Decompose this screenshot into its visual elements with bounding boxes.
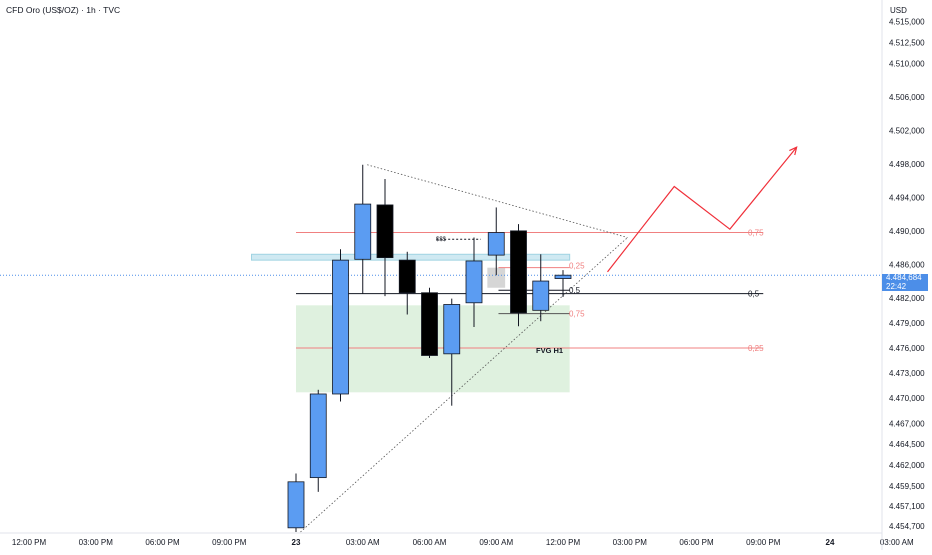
x-tick-label-4: 23 (292, 538, 301, 547)
y-tick-label-9: 4.482,000 (889, 294, 925, 303)
y-tick-label-16: 4.462,000 (889, 461, 925, 470)
symbol-title[interactable]: CFD Oro (US$/OZ) · 1h · TVC (6, 5, 121, 15)
fib-label-075: 0,75 (748, 229, 764, 238)
projection-arrowhead (789, 146, 798, 156)
candles-layer (287, 164, 572, 532)
x-tick-label-12: 24 (826, 538, 835, 547)
candle-body-2 (332, 259, 349, 395)
candle-body-0 (287, 481, 305, 529)
y-tick-label-19: 4.454,700 (889, 522, 925, 531)
y-tick-label-15: 4.464,500 (889, 440, 925, 449)
y-tick-label-5: 4.498,000 (889, 160, 925, 169)
fib-small-label-075: 0,75 (569, 310, 585, 319)
y-tick-label-11: 4.476,000 (889, 344, 925, 353)
candle-body-1 (309, 393, 327, 479)
y-tick-label-0: 4.515,000 (889, 18, 925, 27)
candle-body-12 (554, 274, 572, 279)
y-tick-label-10: 4.479,000 (889, 319, 925, 328)
candle-body-8 (465, 260, 483, 304)
x-tick-label-0: 12:00 PM (12, 538, 47, 547)
y-tick-label-6: 4.494,000 (889, 193, 925, 202)
y-tick-label-4: 4.502,000 (889, 126, 925, 135)
x-tick-label-1: 03:00 PM (79, 538, 114, 547)
candle-body-3 (354, 203, 372, 260)
candle-body-4 (376, 204, 394, 259)
bar-countdown: 22:42 (886, 281, 907, 291)
y-tick-label-17: 4.459,500 (889, 482, 925, 491)
candle-body-9 (487, 232, 505, 256)
candle-body-5 (398, 259, 416, 294)
retest-box (487, 267, 506, 288)
drawings-layer (0, 146, 882, 533)
fvg-label: FVG H1 (536, 346, 563, 355)
fib-small-label-05: 0,5 (569, 286, 581, 295)
y-tick-label-2: 4.510,000 (889, 60, 925, 69)
x-tick-label-11: 09:00 PM (746, 538, 781, 547)
x-tick-label-7: 09:00 AM (479, 538, 513, 547)
fib-label-05: 0,5 (748, 290, 760, 299)
fib-small-label-025: 0,25 (569, 262, 585, 271)
fib-label-025: 0,25 (748, 344, 764, 353)
y-tick-label-8: 4.486,000 (889, 260, 925, 269)
liquidity-label: $$$ (436, 237, 447, 243)
last-price-value: 4.484,684 (886, 273, 922, 282)
candle-body-6 (421, 292, 438, 356)
last-price-badge: 4.484,684 22:42 (882, 273, 928, 291)
y-tick-label-13: 4.470,000 (889, 394, 925, 403)
x-tick-label-9: 03:00 PM (613, 538, 648, 547)
x-tick-label-10: 06:00 PM (679, 538, 714, 547)
y-tick-label-18: 4.457,100 (889, 502, 925, 511)
x-tick-label-8: 12:00 PM (546, 538, 581, 547)
projection-path (607, 146, 798, 273)
x-tick-label-6: 06:00 AM (413, 538, 447, 547)
y-tick-label-1: 4.512,500 (889, 39, 925, 48)
y-tick-label-7: 4.490,000 (889, 227, 925, 236)
x-tick-label-2: 06:00 PM (145, 538, 180, 547)
y-tick-label-14: 4.467,000 (889, 419, 925, 428)
x-tick-label-5: 03:00 AM (346, 538, 380, 547)
labels-layer: 0,75 0,5 0,25 0,25 0,5 0,75 FVG H1 $$$ 4.515,000… (12, 18, 925, 547)
candle-body-7 (443, 304, 461, 355)
x-tick-label-13: 03:00 AM (880, 538, 914, 547)
y-tick-label-12: 4.473,000 (889, 369, 925, 378)
x-tick-label-3: 09:00 PM (212, 538, 247, 547)
y-tick-label-3: 4.506,000 (889, 93, 925, 102)
candle-body-11 (532, 280, 550, 311)
triangle-upper-edge (367, 164, 628, 238)
candle-body-10 (510, 230, 527, 314)
currency-label[interactable]: USD (890, 6, 907, 15)
